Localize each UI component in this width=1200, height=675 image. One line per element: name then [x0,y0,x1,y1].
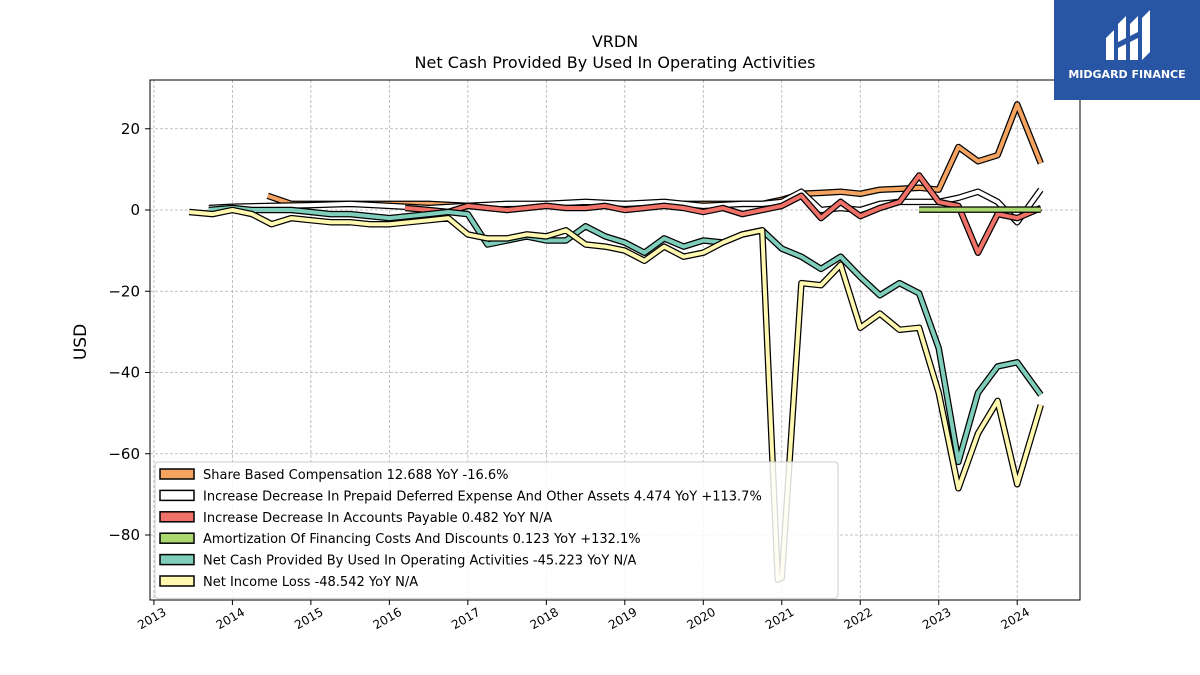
legend-entry-label: Amortization Of Financing Costs And Disc… [203,532,641,547]
legend-entry-label: Net Income Loss -48.542 YoY N/A [203,575,418,590]
y-axis-ticks: 20 0 −20 −40 −60 −80 [108,120,150,544]
y-tick-label: −20 [108,282,140,300]
legend-swatch [159,575,195,587]
brand-logo: MIDGARD FINANCE [1054,0,1200,100]
x-tick-label: 2017 [449,605,482,632]
plot-frame [149,79,1081,601]
series-outline-net-cash-provided-by-used-in-operating-activities [208,204,1044,466]
y-tick-label: −40 [108,364,140,382]
series-line-net-income-loss [189,208,1043,582]
x-tick-label: 2022 [842,605,875,632]
series-line-increase-decrease-in-accounts-payable [404,173,1042,255]
x-tick-label: 2013 [135,605,168,632]
series-layer [188,101,1044,583]
x-tick-label: 2024 [998,605,1031,632]
midgard-logo-icon [1106,10,1150,60]
x-tick-label: 2018 [528,605,561,632]
legend-entry-label: Increase Decrease In Prepaid Deferred Ex… [203,489,762,504]
brand-name: MIDGARD FINANCE [1068,68,1186,81]
x-tick-label: 2021 [763,605,796,632]
x-axis-ticks: 2013 2014 2015 2016 2017 2018 2019 2020 2021 2022… [135,600,1032,632]
x-tick-label: 2020 [685,605,718,632]
y-tick-label: 20 [121,120,140,138]
x-tick-label: 2023 [920,605,953,632]
x-tick-label: 2019 [606,605,639,632]
series-line-net-cash-provided-by-used-in-operating-activities [208,206,1043,464]
y-tick-label: 0 [130,201,140,219]
x-tick-label: 2016 [371,605,404,632]
legend-entry-label: Increase Decrease In Accounts Payable 0.… [203,511,552,526]
legend-swatch [159,468,195,480]
legend-swatch [159,511,195,523]
x-tick-label: 2015 [292,605,325,632]
chart-title: VRDN [592,32,638,51]
legend-swatch [159,553,195,566]
y-tick-label: −80 [108,526,140,544]
legend-swatch [159,489,195,502]
legend-swatch [159,532,195,544]
legend-entry-label: Share Based Compensation 12.688 YoY -16.… [203,468,509,483]
chart-subtitle: Net Cash Provided By Used In Operating A… [415,53,816,72]
y-axis-label: USD [71,324,91,360]
legend-entry-label: Net Cash Provided By Used In Operating A… [203,554,637,569]
series-outline-share-based-compensation [266,101,1044,210]
legend: Share Based Compensation 12.688 YoY -16.… [154,461,839,599]
y-tick-label: −60 [108,445,140,463]
legend-box [154,461,839,599]
x-tick-label: 2014 [214,605,247,632]
